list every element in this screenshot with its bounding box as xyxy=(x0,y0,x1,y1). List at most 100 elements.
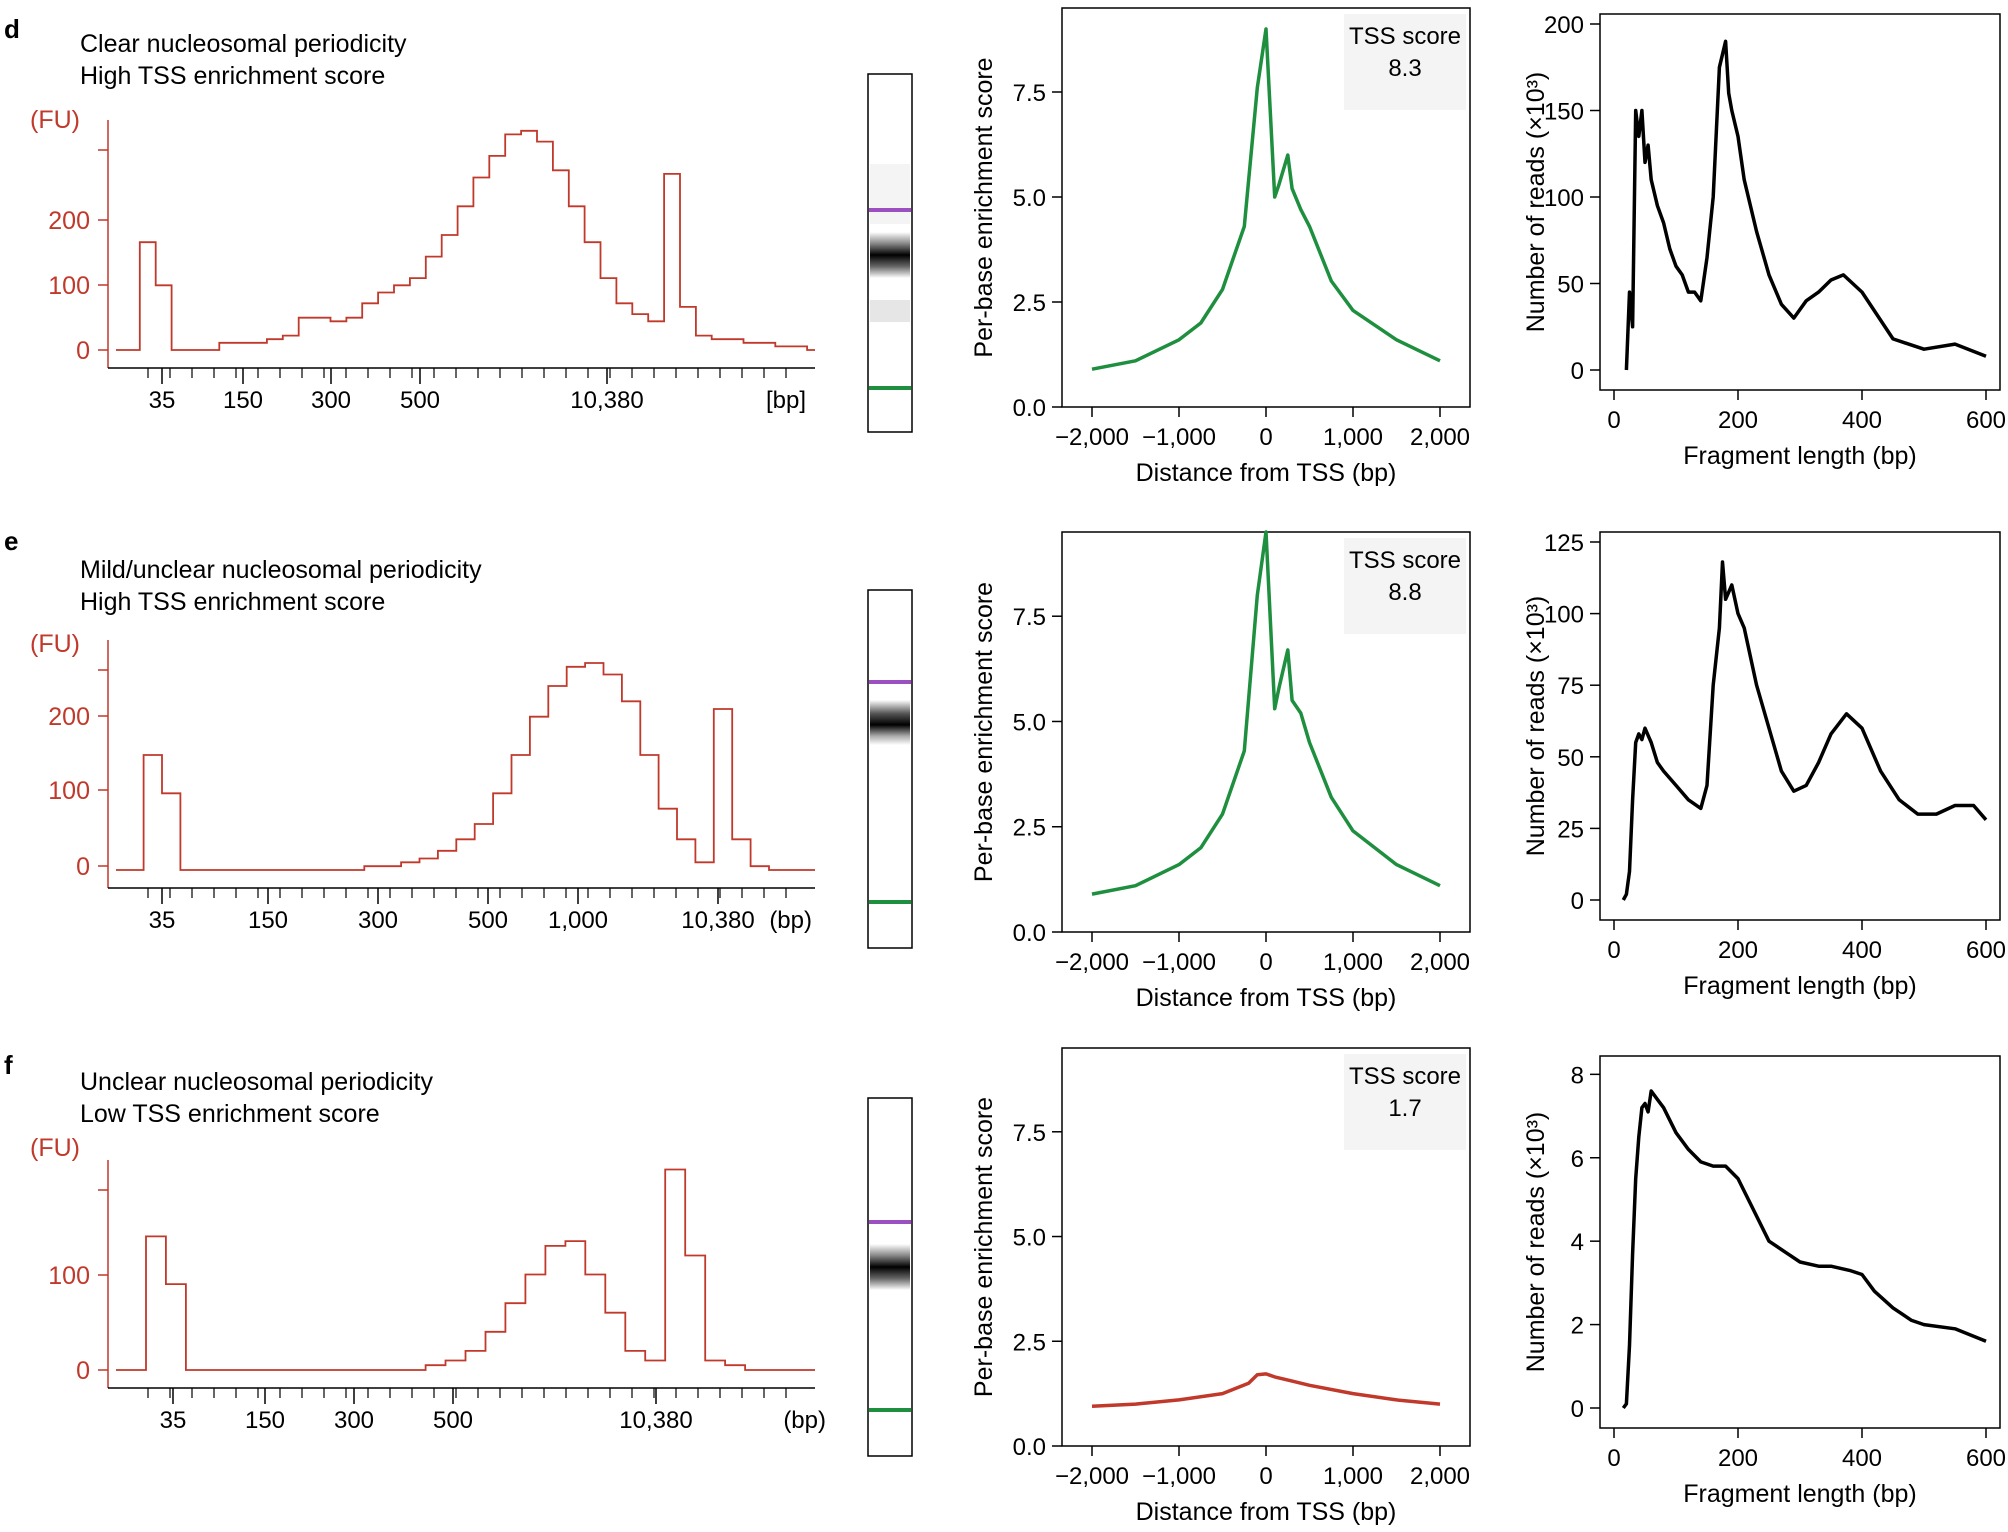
fragment-y-tick-label: 4 xyxy=(1571,1229,1584,1256)
tss-x-tick-label: 0 xyxy=(1259,1463,1272,1490)
panel-letter: e xyxy=(4,526,18,556)
tss-y-tick-label: 5.0 xyxy=(1013,709,1046,736)
bioanalyzer-x-tick-label: 500 xyxy=(400,387,440,414)
fragment-plot-frame xyxy=(1599,13,2001,391)
gel-band xyxy=(870,232,910,278)
bioanalyzer-y-unit: (FU) xyxy=(30,1134,80,1162)
fragment-y-tick-label: 0 xyxy=(1571,1396,1584,1423)
bioanalyzer-y-tick-label: 100 xyxy=(48,1262,90,1290)
bioanalyzer-x-tick-label: 35 xyxy=(149,907,176,934)
panel-heading-line: High TSS enrichment score xyxy=(80,588,385,616)
tss-x-tick-label: −1,000 xyxy=(1142,424,1216,451)
fragment-y-tick-label: 100 xyxy=(1544,185,1584,212)
tss-x-tick-label: −1,000 xyxy=(1142,949,1216,976)
bioanalyzer-x-tick-label: 35 xyxy=(149,387,176,414)
tss-score-box xyxy=(1344,538,1466,634)
fragment-x-tick-label: 400 xyxy=(1842,407,1882,434)
fragment-curve xyxy=(1621,1089,1987,1410)
fragment-y-axis-label: Number of reads (×10³) xyxy=(1522,596,1550,857)
bioanalyzer-x-unit: (bp) xyxy=(783,1407,826,1434)
bioanalyzer-x-tick-label: 500 xyxy=(468,907,508,934)
tss-y-tick-label: 7.5 xyxy=(1013,604,1046,631)
fragment-y-tick-label: 8 xyxy=(1571,1062,1584,1089)
tss-x-tick-label: 1,000 xyxy=(1323,1463,1383,1490)
tss-x-tick-label: −2,000 xyxy=(1055,1463,1129,1490)
fragment-x-tick-label: 200 xyxy=(1718,407,1758,434)
fragment-x-tick-label: 0 xyxy=(1607,407,1620,434)
tss-x-tick-label: 1,000 xyxy=(1323,949,1383,976)
fragment-y-tick-label: 75 xyxy=(1557,673,1584,700)
tss-x-tick-label: 0 xyxy=(1259,424,1272,451)
bioanalyzer-y-unit: (FU) xyxy=(30,106,80,134)
bioanalyzer-x-tick-label: 500 xyxy=(433,1407,473,1434)
fragment-y-tick-label: 200 xyxy=(1544,12,1584,39)
bioanalyzer-y-unit: (FU) xyxy=(30,630,80,658)
gel-smear xyxy=(870,164,910,224)
bioanalyzer-y-tick-label: 200 xyxy=(48,207,90,235)
panel-heading-line: Low TSS enrichment score xyxy=(80,1100,380,1128)
tss-score-box xyxy=(1344,14,1466,110)
tss-y-axis-label: Per-base enrichment score xyxy=(970,1097,998,1397)
tss-x-tick-label: −2,000 xyxy=(1055,949,1129,976)
gel-lane xyxy=(867,589,913,949)
bioanalyzer-x-tick-label: 10,380 xyxy=(619,1407,692,1434)
bioanalyzer-x-unit: [bp] xyxy=(766,387,806,414)
fragment-x-tick-label: 600 xyxy=(1966,937,2006,964)
bioanalyzer-y-tick-label: 200 xyxy=(48,703,90,731)
tss-y-tick-label: 7.5 xyxy=(1013,1120,1046,1147)
bioanalyzer-y-tick-label: 0 xyxy=(76,337,90,365)
bioanalyzer-x-tick-label: 150 xyxy=(223,387,263,414)
tss-y-axis-label: Per-base enrichment score xyxy=(970,57,998,357)
fragment-x-tick-label: 0 xyxy=(1607,937,1620,964)
fragment-x-tick-label: 600 xyxy=(1966,1445,2006,1472)
fragment-y-tick-label: 125 xyxy=(1544,530,1584,557)
tss-score-label: TSS score xyxy=(1349,547,1461,574)
tss-y-tick-label: 5.0 xyxy=(1013,185,1046,212)
fragment-y-tick-label: 50 xyxy=(1557,272,1584,299)
tss-score-label: TSS score xyxy=(1349,1063,1461,1090)
panel-letter: d xyxy=(4,14,20,44)
tss-y-axis-label: Per-base enrichment score xyxy=(970,582,998,882)
tss-curve xyxy=(1091,530,1441,896)
tss-score-box xyxy=(1344,1054,1466,1150)
tss-x-tick-label: −2,000 xyxy=(1055,424,1129,451)
fragment-y-tick-label: 150 xyxy=(1544,99,1584,126)
tss-x-tick-label: 2,000 xyxy=(1410,424,1470,451)
tss-y-tick-label: 2.5 xyxy=(1013,1329,1046,1356)
tss-y-tick-label: 0.0 xyxy=(1013,1434,1046,1461)
tss-x-tick-label: 1,000 xyxy=(1323,424,1383,451)
gel-smear xyxy=(870,300,910,322)
fragment-x-tick-label: 600 xyxy=(1966,407,2006,434)
tss-x-tick-label: 2,000 xyxy=(1410,1463,1470,1490)
fragment-x-axis-label: Fragment length (bp) xyxy=(1683,972,1916,1000)
bioanalyzer-x-tick-label: 150 xyxy=(248,907,288,934)
fragment-plot-frame xyxy=(1599,1055,2001,1429)
tss-y-tick-label: 0.0 xyxy=(1013,395,1046,422)
bioanalyzer-x-unit: (bp) xyxy=(769,907,812,934)
tss-y-tick-label: 7.5 xyxy=(1013,80,1046,107)
fragment-y-tick-label: 2 xyxy=(1571,1313,1584,1340)
gel-band xyxy=(870,700,910,745)
fragment-x-tick-label: 400 xyxy=(1842,937,1882,964)
tss-x-axis-label: Distance from TSS (bp) xyxy=(1136,984,1397,1012)
bioanalyzer-y-tick-label: 100 xyxy=(48,777,90,805)
fragment-y-tick-label: 100 xyxy=(1544,602,1584,629)
fragment-y-tick-label: 25 xyxy=(1557,816,1584,843)
fragment-x-axis-label: Fragment length (bp) xyxy=(1683,1480,1916,1508)
panel-heading-line: Mild/unclear nucleosomal periodicity xyxy=(80,556,482,584)
bioanalyzer-x-tick-label: 10,380 xyxy=(681,907,754,934)
bioanalyzer-x-tick-label: 300 xyxy=(334,1407,374,1434)
tss-x-tick-label: 2,000 xyxy=(1410,949,1470,976)
fragment-x-tick-label: 0 xyxy=(1607,1445,1620,1472)
bioanalyzer-trace xyxy=(116,129,815,351)
gel-band xyxy=(870,1244,910,1290)
tss-y-tick-label: 0.0 xyxy=(1013,920,1046,947)
tss-curve xyxy=(1091,1372,1441,1408)
fragment-y-tick-label: 0 xyxy=(1571,358,1584,385)
fragment-curve xyxy=(1624,39,1987,371)
tss-score-value: 1.7 xyxy=(1388,1095,1421,1122)
tss-x-tick-label: −1,000 xyxy=(1142,1463,1216,1490)
bioanalyzer-x-tick-label: 300 xyxy=(311,387,351,414)
fragment-curve xyxy=(1621,560,1988,901)
